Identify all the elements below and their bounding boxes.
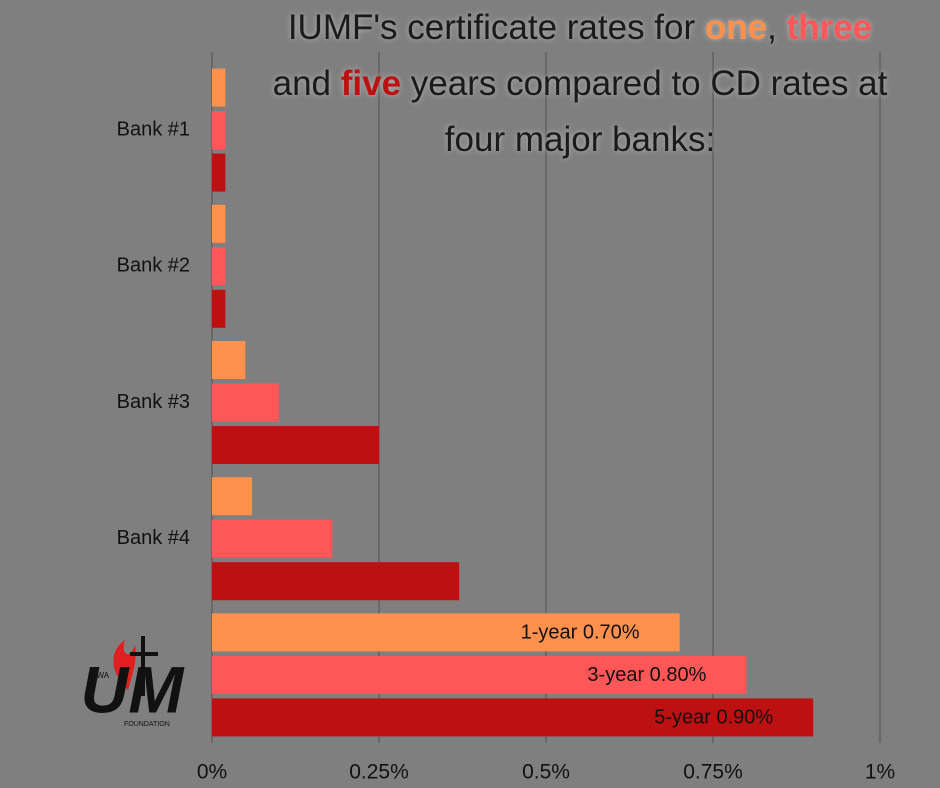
bar xyxy=(212,613,680,652)
data-label: 3-year 0.80% xyxy=(587,664,706,686)
data-label: 1-year 0.70% xyxy=(521,622,640,644)
bar xyxy=(212,68,226,107)
bar xyxy=(212,204,226,243)
bar xyxy=(212,562,460,601)
logo-bottom: FOUNDATION xyxy=(124,721,170,728)
logo-cross xyxy=(130,652,158,656)
logo-cross xyxy=(141,636,145,696)
logo-letters: UM xyxy=(81,652,186,726)
bar xyxy=(212,111,226,150)
x-tick-label: 0% xyxy=(197,761,227,784)
logo: UM IOWA FOUNDATION xyxy=(81,636,186,728)
title-segment: years compared to CD rates at four major… xyxy=(401,64,888,159)
bar xyxy=(212,383,279,422)
bar xyxy=(212,698,814,737)
title-segment: three xyxy=(786,8,873,47)
title-segment: IUMF's certificate rates for xyxy=(287,8,705,47)
bar xyxy=(212,477,253,516)
chart-title: IUMF's certificate rates for one, three … xyxy=(260,0,900,168)
title-segment: , xyxy=(767,8,787,47)
data-label: 5-year 0.90% xyxy=(654,707,773,729)
x-tick-label: 0.5% xyxy=(522,761,570,784)
title-segment: and xyxy=(272,64,341,103)
bar xyxy=(212,655,747,694)
logo-top: IOWA xyxy=(88,671,110,680)
y-tick-label: Bank #2 xyxy=(117,255,190,277)
y-tick-label: Bank #3 xyxy=(117,391,190,413)
y-tick-label: Bank #4 xyxy=(117,527,190,549)
bar xyxy=(212,341,246,379)
title-segment: one xyxy=(704,8,768,47)
x-tick-label: 1% xyxy=(865,761,895,784)
bar xyxy=(212,519,333,558)
title-segment: five xyxy=(340,64,402,103)
bar xyxy=(212,247,226,286)
x-tick-label: 0.25% xyxy=(349,761,409,784)
plot: 0% 0.25% 0.5% 0.75% 1% Bank #1 Bank #2 Bank #3 B… xyxy=(117,52,895,784)
bar xyxy=(212,289,226,328)
y-tick-label: Bank #1 xyxy=(117,118,190,140)
logo-flame xyxy=(113,640,136,690)
x-tick-label: 0.75% xyxy=(683,761,743,784)
bar xyxy=(212,153,226,192)
bar xyxy=(212,426,379,464)
